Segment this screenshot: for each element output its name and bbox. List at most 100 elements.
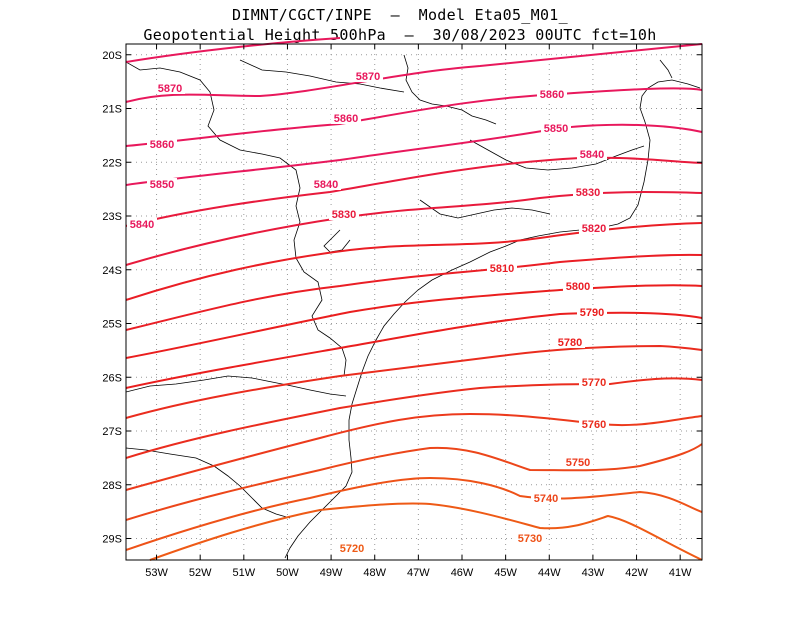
contour-label: 5860 xyxy=(540,89,564,101)
contour-line xyxy=(125,222,703,301)
map-title-line-2: Geopotential Height 500hPa – 30/08/2023 … xyxy=(143,26,657,44)
contour-label: 5860 xyxy=(334,113,358,125)
state-border-4 xyxy=(239,59,405,93)
map-frame xyxy=(125,43,703,561)
contour-label: 5830 xyxy=(576,187,600,199)
contour-label-background xyxy=(127,218,157,230)
contour-line xyxy=(149,502,703,561)
lat-tick-label: 27S xyxy=(102,426,122,438)
lon-tick-label: 49W xyxy=(320,567,343,579)
contour-label-background xyxy=(577,148,607,160)
lat-tick-label: 23S xyxy=(102,211,122,223)
lat-tick-label: 21S xyxy=(102,104,122,116)
contour-label: 5800 xyxy=(566,281,590,293)
contour-label-background xyxy=(579,376,609,388)
contour-line xyxy=(125,123,703,186)
axis-ticks xyxy=(126,44,702,560)
contour-label-background xyxy=(155,82,185,94)
contour-line xyxy=(125,311,703,389)
lat-tick-label: 26S xyxy=(102,372,122,384)
contour-label: 5780 xyxy=(558,337,582,349)
contour-label-background xyxy=(147,178,177,190)
contour-label: 5790 xyxy=(580,307,604,319)
height-contours xyxy=(125,37,703,561)
contour-line xyxy=(125,37,341,63)
grid-lines xyxy=(126,44,702,560)
contour-label-background xyxy=(555,336,585,348)
contour-label-background xyxy=(531,492,561,504)
coastline-and-borders xyxy=(125,54,701,559)
lon-tick-label: 52W xyxy=(189,567,212,579)
contour-label-background xyxy=(337,542,367,554)
lon-tick-label: 51W xyxy=(233,567,256,579)
state-border-6 xyxy=(419,199,551,219)
lon-tick-label: 46W xyxy=(451,567,474,579)
state-border-3 xyxy=(125,447,291,519)
contour-label-background xyxy=(577,306,607,318)
contour-label: 5740 xyxy=(534,493,558,505)
contour-label-background xyxy=(579,222,609,234)
lon-tick-label: 43W xyxy=(582,567,605,579)
contour-label-background xyxy=(563,456,593,468)
lat-tick-label: 25S xyxy=(102,319,122,331)
contour-label-background xyxy=(537,88,567,100)
contour-label: 5810 xyxy=(490,263,514,275)
contour-label: 5840 xyxy=(314,179,338,191)
contour-label-background xyxy=(573,186,603,198)
lat-tick-label: 29S xyxy=(102,534,122,546)
contour-line xyxy=(125,284,703,359)
contour-label-background xyxy=(329,208,359,220)
contour-labels: 5870 5870 5860 5860 5860 5850 5850 5840 5840 5840… xyxy=(127,70,609,555)
lon-tick-label: 41W xyxy=(669,567,692,579)
contour-label: 5850 xyxy=(150,179,174,191)
contour-label: 5730 xyxy=(518,533,542,545)
contour-label-background xyxy=(331,112,361,124)
lon-tick-label: 48W xyxy=(363,567,386,579)
lat-tick-label: 28S xyxy=(102,480,122,492)
lat-tick-label: 20S xyxy=(102,50,122,62)
contour-line xyxy=(125,156,703,227)
lon-tick-label: 47W xyxy=(407,567,430,579)
lon-tick-label: 42W xyxy=(625,567,648,579)
contour-label: 5720 xyxy=(340,543,364,555)
contour-label: 5760 xyxy=(582,419,606,431)
lat-tick-label: 22S xyxy=(102,157,122,169)
contour-label: 5870 xyxy=(356,71,380,83)
state-border-1 xyxy=(125,61,347,377)
map-title-line-1: DIMNT/CGCT/INPE – Model Eta05_M01_ xyxy=(232,6,568,24)
contour-line xyxy=(125,412,703,491)
axis-tick-labels: 20S 21S 22S 23S 24S 25S 26S 27S 28S 29S 53W 52W 51W 5… xyxy=(102,50,692,579)
contour-line xyxy=(125,443,703,521)
lon-tick-label: 45W xyxy=(494,567,517,579)
contour-label-background xyxy=(563,280,593,292)
contour-line xyxy=(125,476,703,551)
contour-label: 5850 xyxy=(544,123,568,135)
lat-tick-label: 24S xyxy=(102,265,122,277)
contour-label: 5870 xyxy=(158,83,182,95)
contour-line xyxy=(125,87,703,147)
state-border-2 xyxy=(125,375,347,397)
state-border-7 xyxy=(323,229,351,253)
contour-label-background xyxy=(353,70,383,82)
contour-label: 5840 xyxy=(580,149,604,161)
contour-line xyxy=(125,377,703,459)
state-border-5 xyxy=(469,139,645,171)
contour-label-background xyxy=(541,122,571,134)
lon-tick-label: 50W xyxy=(276,567,299,579)
contour-label-background xyxy=(487,262,517,274)
lon-tick-label: 44W xyxy=(538,567,561,579)
contour-line xyxy=(125,43,703,103)
contour-label: 5860 xyxy=(150,139,174,151)
contour-label: 5750 xyxy=(566,457,590,469)
contour-label: 5840 xyxy=(130,219,154,231)
contour-label-background xyxy=(311,178,341,190)
contour-line xyxy=(125,253,703,331)
contour-label-background xyxy=(147,138,177,150)
contour-label: 5770 xyxy=(582,377,606,389)
contour-line xyxy=(125,344,703,419)
contour-label: 5830 xyxy=(332,209,356,221)
contour-label-background xyxy=(579,418,609,430)
contour-label: 5820 xyxy=(582,223,606,235)
lon-tick-label: 53W xyxy=(145,567,168,579)
